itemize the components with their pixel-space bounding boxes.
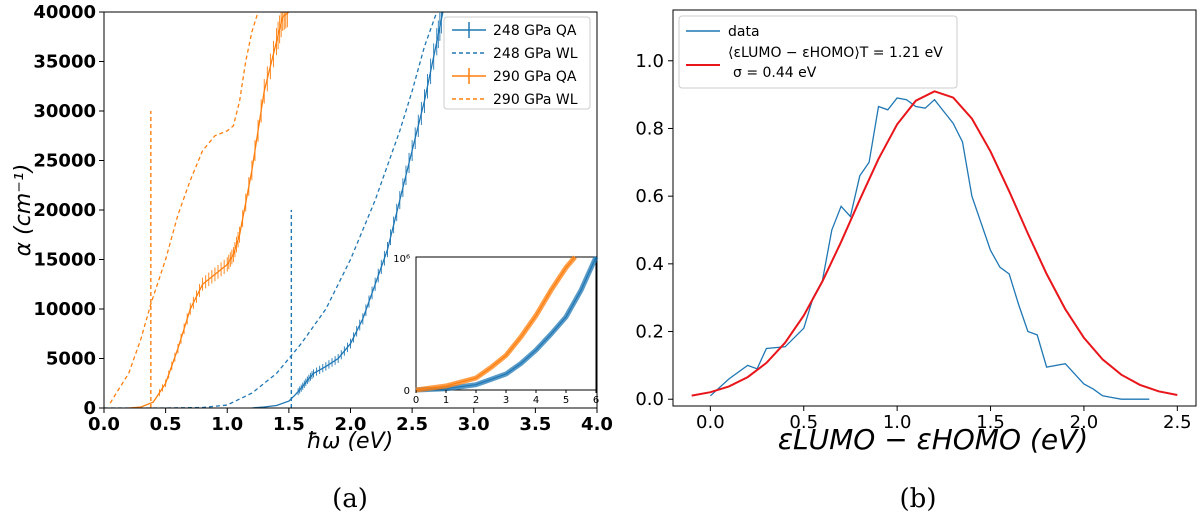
inset-x-tick-label: 5: [563, 395, 569, 406]
panel-a-legend: 248 GPa QA 248 GPa WL 290 GPa QA 290 GPa…: [443, 16, 591, 110]
panel-a: 0.0 0.5 1.0 1.5 2.0 2.5 3.0 3.5 4.0 050001000015…: [11, 2, 613, 514]
y-tick-label: 15000: [33, 250, 96, 271]
y-tick-label: 40000: [33, 2, 96, 23]
legend-290-wl: 290 GPa WL: [493, 92, 578, 108]
inset-ymin-label: 0: [404, 386, 410, 397]
x-tick-label: 4.0: [581, 414, 613, 435]
x-tick-label: 1.5: [976, 412, 1005, 433]
x-tick-label: 0.5: [150, 414, 182, 435]
inset-x-tick-label: 6: [593, 395, 599, 406]
y-tick-label: 25000: [33, 151, 96, 172]
y-tick-label: 0.2: [635, 322, 664, 343]
x-tick-label: 0.0: [696, 412, 725, 433]
panel-a-inset: 0 1 2 3 4 5 6 10⁶ 0: [393, 254, 599, 406]
panel-a-ylabel: α (cm⁻¹): [11, 164, 36, 257]
inset-x-tick-label: 0: [413, 395, 419, 406]
panel-b-plot-area: [691, 90, 1178, 400]
y-tick-label: 1.0: [635, 51, 664, 72]
x-tick-label: 3.0: [458, 414, 490, 435]
legend-sigma: σ = 0.44 eV: [733, 65, 817, 81]
inset-x-tick-label: 3: [503, 395, 509, 406]
caption-b: (b): [900, 484, 937, 514]
y-tick-label: 0.8: [635, 118, 664, 139]
y-tick-label: 20000: [33, 200, 96, 221]
legend-248-wl: 248 GPa WL: [493, 46, 578, 62]
panel-b-legend: data ⟨εLUMO − εHOMO⟩T = 1.21 eV σ = 0.44…: [678, 15, 958, 89]
series-290-gpa-qa: [128, 12, 290, 408]
inset-x-tick-label: 2: [473, 395, 479, 406]
y-tick-label: 30000: [33, 101, 96, 122]
x-tick-label: 1.0: [211, 414, 243, 435]
panel-b-frame: [672, 9, 1197, 407]
x-tick-label: 0.5: [789, 412, 818, 433]
panel-a-xlabel: ħω (eV): [307, 429, 393, 454]
y-tick-label: 0.4: [635, 254, 664, 275]
legend-290-qa: 290 GPa QA: [493, 69, 577, 85]
inset-series-core: [415, 256, 576, 391]
series-248-gpa-wl: [104, 12, 438, 408]
inset-x-tick-label: 1: [443, 395, 449, 406]
x-tick-label: 2.5: [1163, 412, 1192, 433]
panel-a-plot-area: [104, 12, 444, 408]
y-tick-label: 0.6: [635, 186, 664, 207]
x-tick-label: 2.5: [396, 414, 428, 435]
panel-b-xlabel: εLUMO − εHOMO (eV): [778, 423, 1088, 456]
series-gaussian-fit: [691, 90, 1178, 397]
series-data: [709, 97, 1150, 400]
legend-data: data: [728, 24, 760, 40]
y-tick-label: 10000: [33, 299, 96, 320]
x-tick-label: 2.0: [1070, 412, 1099, 433]
x-tick-label: 1.0: [883, 412, 912, 433]
y-tick-label: 0.0: [635, 389, 664, 410]
series-290-gpa-wl: [109, 12, 259, 404]
x-tick-label: 0.0: [88, 414, 120, 435]
caption-a: (a): [332, 484, 368, 514]
inset-x-tick-label: 4: [533, 395, 539, 406]
panel-b: 0.0 0.5 1.0 1.5 2.0 2.5 0.0 0.2 0.4 0.6 0.8 1.0 εL…: [635, 9, 1197, 514]
inset-series-core: [415, 256, 597, 391]
y-tick-label: 35000: [33, 52, 96, 73]
legend-248-qa: 248 GPa QA: [493, 23, 577, 39]
y-tick-label: 5000: [46, 349, 96, 370]
x-tick-label: 1.5: [273, 414, 305, 435]
x-tick-label: 2.0: [335, 414, 367, 435]
x-tick-label: 3.5: [519, 414, 551, 435]
inset-ymax-label: 10⁶: [393, 254, 410, 265]
legend-mean: ⟨εLUMO − εHOMO⟩T = 1.21 eV: [728, 45, 943, 61]
y-tick-label: 0: [83, 398, 96, 419]
